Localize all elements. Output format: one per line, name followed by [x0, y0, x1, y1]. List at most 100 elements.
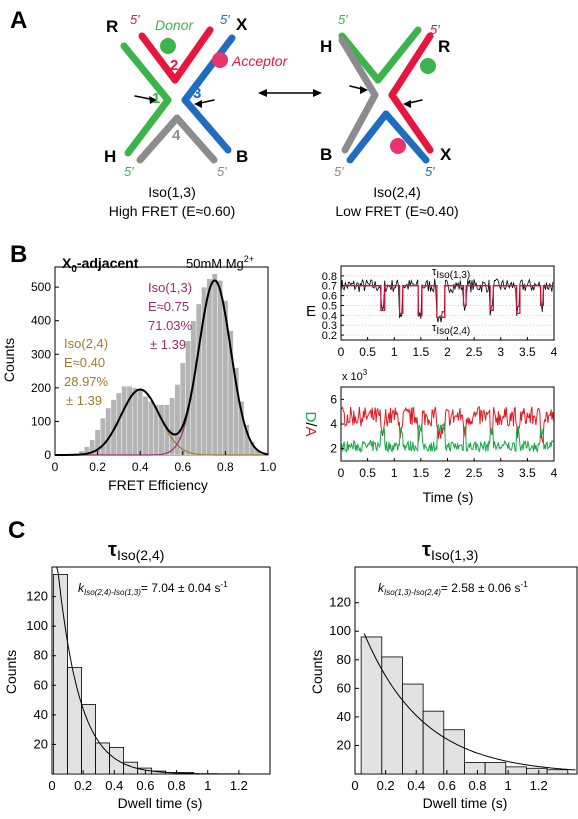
c-right-x-ticks: 0 0.2 0.4 0.6 0.8 1 1.2 [351, 770, 548, 793]
strand-1-right [374, 26, 422, 84]
iso24-name: Iso(2,4) [373, 184, 420, 200]
tau-iso13-label: τIso(1,3) [432, 266, 470, 281]
y-tick-label: 20 [34, 736, 48, 751]
y-tick-label: 40 [34, 707, 48, 722]
x-tick-label: 4 [551, 466, 558, 480]
y-tick-label: 400 [31, 314, 51, 328]
y-tick-label: 60 [34, 677, 48, 692]
svg-text:28.97%: 28.97% [64, 374, 109, 389]
x-tick-label: 2 [444, 466, 451, 480]
arrowhead-icon [258, 89, 267, 97]
tau-iso24-label: τIso(2,4) [432, 322, 470, 337]
acceptor-dye-icon [390, 138, 406, 154]
c-right-rate: kIso(1,3)-Iso(2,4)= 2.58 ± 0.06 s-1 [378, 580, 528, 597]
x-tick-label: 1 [391, 466, 398, 480]
x-tick-label: 1.2 [530, 778, 548, 793]
y-tick-label: 20 [337, 737, 351, 752]
strand-1-lower [124, 96, 172, 157]
y-tick-label: 0.6 [322, 291, 337, 303]
panel-label-c: C [8, 517, 25, 544]
c-left-x-ticks: 0 0.2 0.4 0.6 0.8 1 1.2 [48, 770, 248, 793]
x-tick-label: 3.5 [519, 466, 536, 480]
histogram-bar [206, 278, 213, 456]
x-tick-label: 1 [204, 778, 211, 793]
y-tick-label: 100 [329, 623, 351, 638]
c-right-y-label: Counts [309, 650, 325, 694]
y-tick-label: 100 [26, 618, 48, 633]
y-tick-label: 40 [337, 709, 351, 724]
y-tick-label: 0.2 [322, 330, 337, 342]
x-tick-label: 2 [444, 345, 451, 359]
c-left-y-label: Counts [3, 650, 19, 694]
arrowhead-icon [194, 100, 202, 108]
dwell-bar [422, 710, 445, 775]
histogram-x-label: FRET Efficiency [108, 477, 208, 493]
da-multiplier: x 103 [342, 368, 368, 383]
y-tick-label: 300 [31, 347, 51, 361]
histogram-title: X0-adjacent [62, 255, 139, 275]
x-tick-label: 0 [351, 778, 358, 793]
y-tick-label: 0 [44, 448, 51, 462]
strand-2-upper [388, 32, 434, 99]
c-right-bars [360, 636, 569, 775]
donor-dye-icon [160, 38, 176, 54]
histogram-bar [217, 280, 223, 456]
corner-R: R [106, 17, 118, 36]
dwell-bar [402, 683, 424, 775]
e-trace-y-ticks: 0.80.70.60.50.40.30.2 [322, 271, 344, 342]
corner-B: B [320, 145, 332, 164]
dwell-bar [546, 769, 569, 775]
y-tick-label: 100 [31, 414, 51, 428]
histogram-bar [142, 396, 149, 456]
x-tick-label: 0.4 [105, 778, 123, 793]
y-tick-label: 120 [329, 595, 351, 610]
histogram-bar [105, 407, 112, 456]
corner-X: X [440, 145, 452, 164]
x-tick-label: 2.5 [466, 345, 483, 359]
iso13-name: Iso(1,3) [148, 184, 195, 200]
svg-text:71.03%: 71.03% [148, 318, 193, 333]
svg-text:Iso(2,4): Iso(2,4) [64, 336, 108, 351]
y-tick-label: 60 [337, 680, 351, 695]
histogram-condition: 50mM Mg2+ [186, 254, 254, 271]
x-tick-label: 0.4 [407, 778, 425, 793]
corner-B: B [236, 147, 248, 166]
corner-H: H [320, 37, 332, 56]
strand-label-1: 1 [152, 90, 160, 107]
histogram-bar [100, 417, 106, 456]
histogram-bar [179, 362, 186, 456]
donor-line [340, 421, 554, 454]
histogram-bar [211, 273, 218, 456]
x-tick-label: 0 [338, 345, 345, 359]
histogram-bar [121, 385, 128, 456]
dwell-bar [484, 762, 507, 775]
dwell-bar [505, 766, 527, 775]
y-tick-label: 120 [26, 589, 48, 604]
dwell-hist-iso13: τIso(1,3) 0 0.2 0.4 0.6 0.8 1 1.2 20 40 60 80 100 1… [309, 539, 578, 811]
strand-3-left [346, 110, 390, 164]
acceptor-dye-icon [212, 52, 228, 68]
svg-text:E≈0.40: E≈0.40 [64, 355, 105, 370]
histogram-y-label: Counts [1, 338, 17, 382]
arrowhead-icon [313, 89, 322, 97]
histogram-bar [132, 387, 138, 456]
dwell-bar [109, 746, 125, 775]
strand-label-3: 3 [193, 85, 201, 102]
five-prime-strand3: 5′ [220, 12, 230, 27]
five-prime-strand4: 5′ [217, 164, 227, 179]
five-prime-strand1: 5′ [124, 164, 134, 179]
x-tick-label: 3.5 [519, 345, 536, 359]
fret-histogram: 0 0.2 0.4 0.6 0.8 1.0 0 100 200 300 400 500 X0-adj… [1, 254, 277, 493]
fit-total-curve [55, 279, 269, 456]
e-trace-x-ticks: 0 0.5 1 1.5 2 2.5 3 3.5 4 [338, 337, 558, 359]
svg-text:± 1.39: ± 1.39 [66, 393, 102, 408]
x-tick-label: 0 [338, 466, 345, 480]
acceptor-label: Acceptor [231, 53, 289, 69]
x-tick-label: 1 [391, 345, 398, 359]
c-left-title: τIso(2,4) [108, 539, 164, 563]
y-tick-label: 0.5 [322, 300, 337, 312]
y-tick-label: 80 [337, 652, 351, 667]
iso24-annotation: Iso(2,4) E≈0.40 28.97% ± 1.39 [64, 336, 109, 408]
y-tick-label: 80 [34, 648, 48, 663]
